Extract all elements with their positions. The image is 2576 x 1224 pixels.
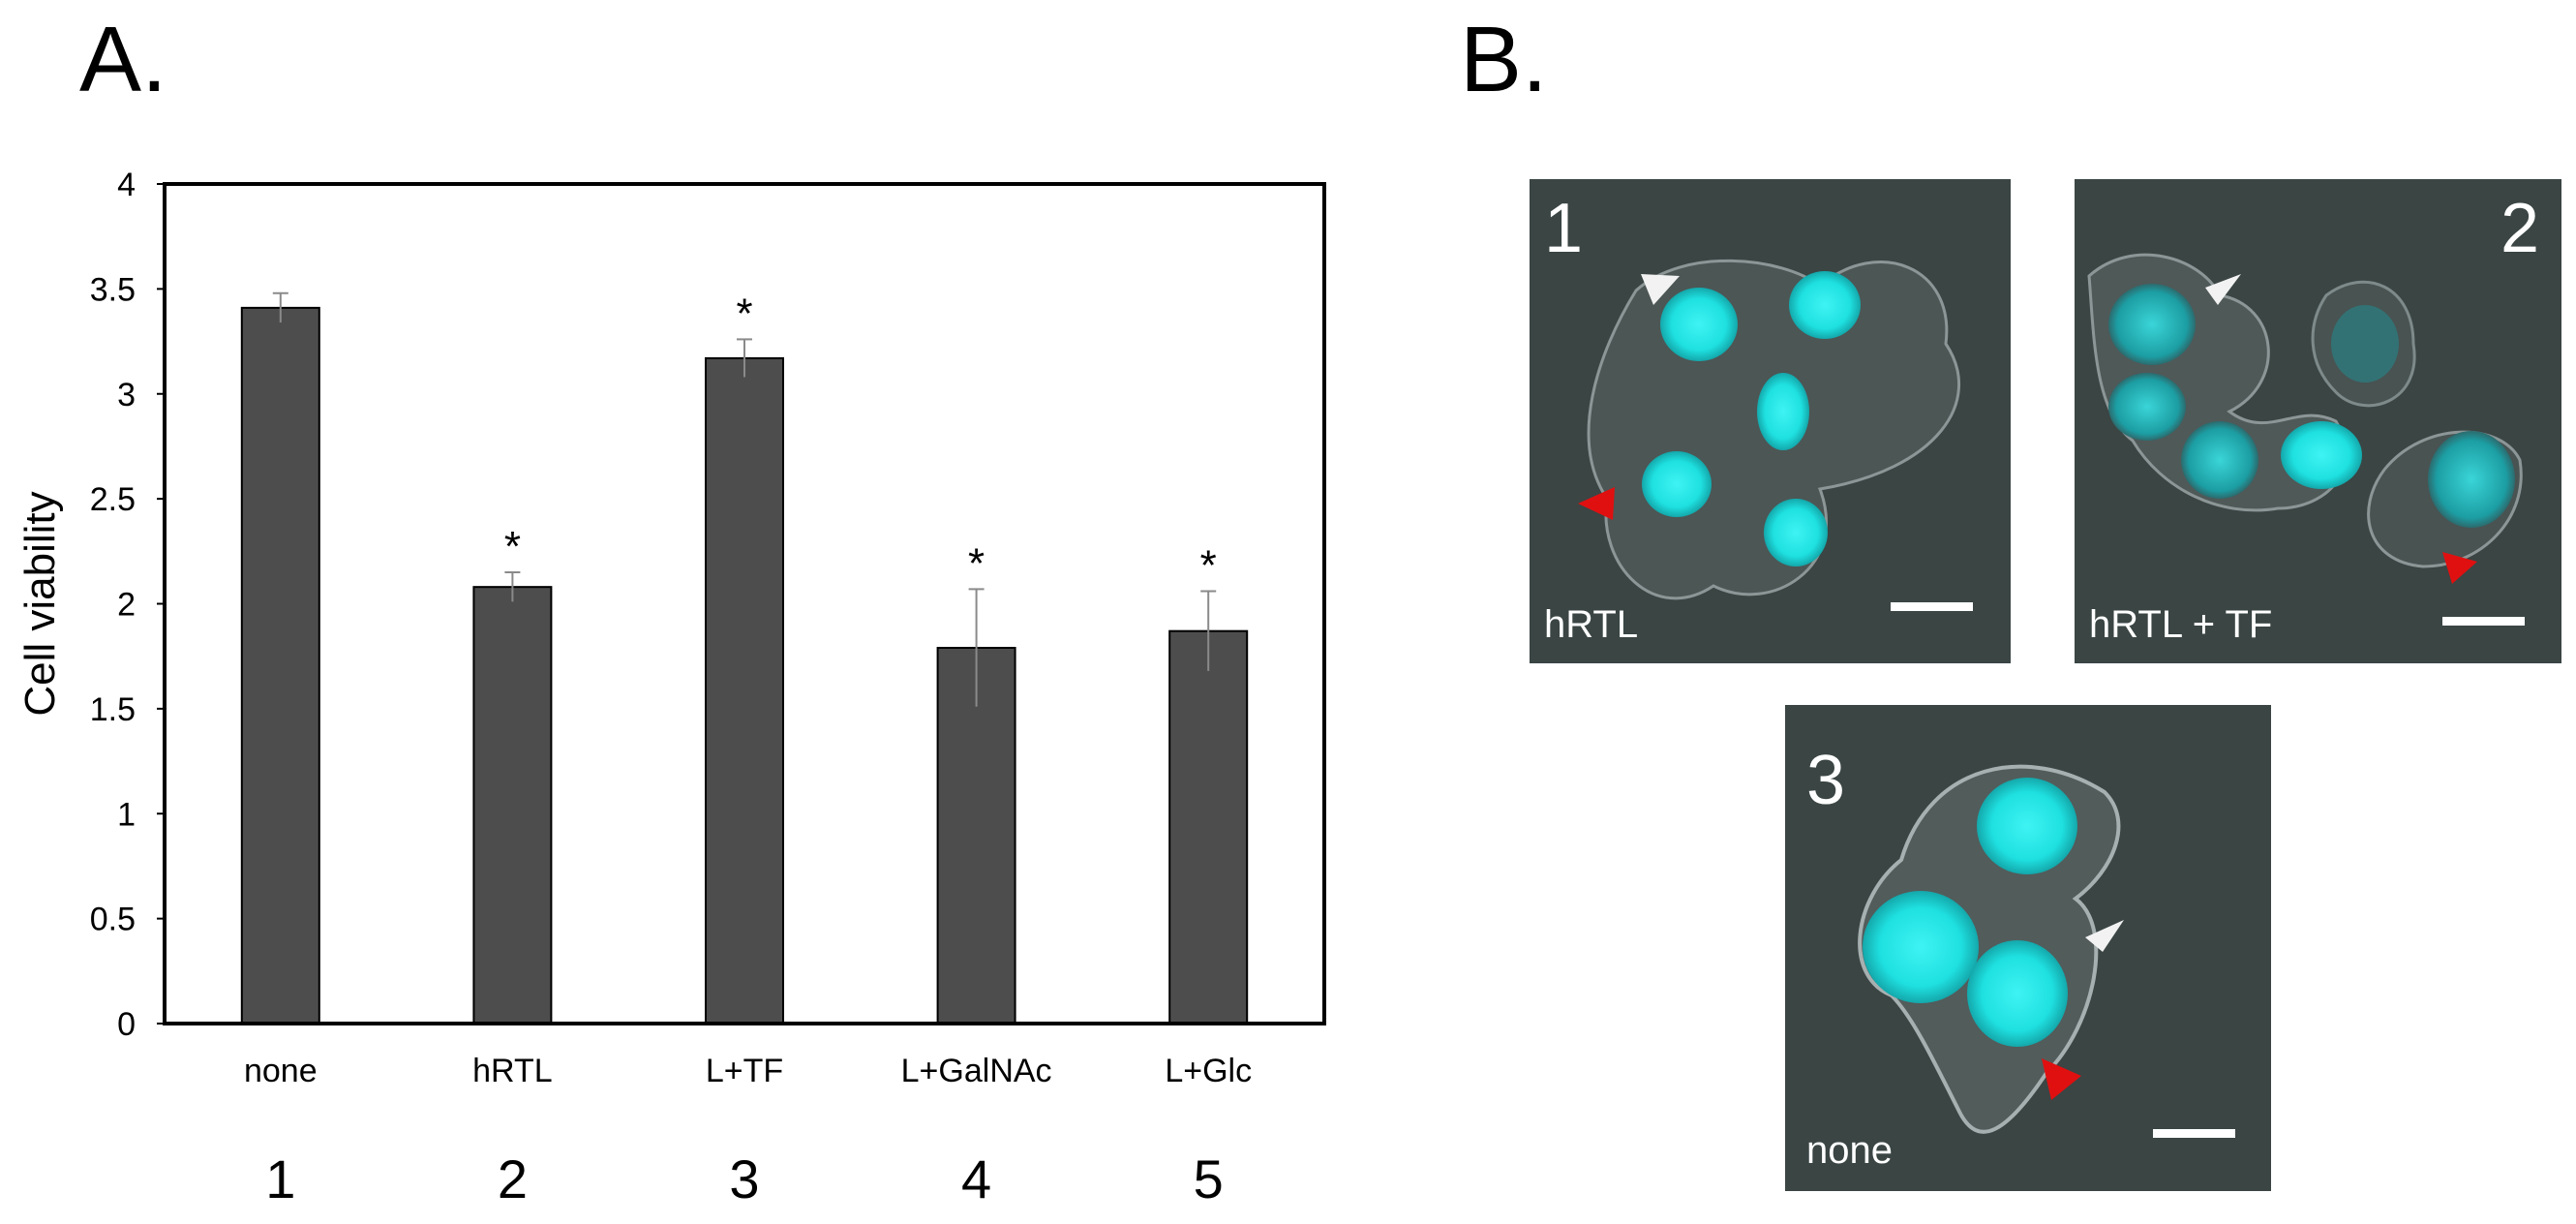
micrograph-1: 1 hRTL bbox=[1530, 179, 2011, 663]
y-tick-label: 1.5 bbox=[90, 691, 136, 728]
lane-number: 2 bbox=[498, 1148, 528, 1209]
white-arrowhead bbox=[2205, 274, 2241, 305]
lane-number: 4 bbox=[961, 1148, 991, 1209]
nucleus bbox=[2108, 284, 2196, 365]
nucleus bbox=[1977, 778, 2077, 874]
nucleus bbox=[2108, 373, 2186, 441]
nucleus bbox=[1967, 940, 2068, 1047]
bar-chart: 0 0.5 1 1.5 2 2.5 3 3.5 4 Cell viability none 1 * hRT… bbox=[16, 167, 1326, 1209]
micrograph-3: 3 none bbox=[1785, 705, 2271, 1191]
y-tick-label: 0 bbox=[117, 1006, 136, 1043]
red-arrowhead bbox=[1578, 487, 1615, 520]
nucleus bbox=[2428, 431, 2515, 528]
y-tick-label: 1 bbox=[117, 796, 136, 833]
x-tick-label: L+Glc bbox=[1165, 1053, 1252, 1089]
nucleus bbox=[1764, 499, 1828, 566]
plot-frame bbox=[163, 182, 1326, 1025]
nucleus bbox=[1757, 373, 1809, 450]
red-arrowhead bbox=[2042, 1058, 2081, 1100]
nucleus bbox=[1642, 451, 1712, 517]
micrograph-3-image bbox=[1858, 764, 2124, 1134]
white-arrowhead bbox=[1641, 274, 1680, 305]
micrograph-1-image bbox=[1578, 259, 1961, 600]
y-axis-label: Cell viability bbox=[16, 491, 64, 716]
y-tick-label: 2.5 bbox=[90, 481, 136, 518]
significance-marker: * bbox=[1200, 541, 1217, 589]
scale-bar bbox=[2153, 1129, 2235, 1138]
significance-marker: * bbox=[504, 523, 521, 570]
lane-number: 1 bbox=[265, 1148, 295, 1209]
x-tick-label: L+TF bbox=[706, 1053, 783, 1089]
bar-L+Glc bbox=[1168, 629, 1249, 1025]
nucleus bbox=[2181, 421, 2258, 499]
y-tick-label: 2 bbox=[117, 587, 136, 624]
micrograph-2-image bbox=[2087, 253, 2523, 584]
micrograph-number: 3 bbox=[1806, 742, 1846, 819]
bar-L+TF bbox=[705, 356, 784, 1025]
red-arrowhead bbox=[2442, 552, 2477, 584]
x-tick-label: hRTL bbox=[472, 1053, 553, 1089]
micrograph-number: 1 bbox=[1544, 190, 1584, 267]
scale-bar bbox=[1891, 602, 1973, 611]
y-tick-label: 0.5 bbox=[90, 902, 136, 938]
bar-none bbox=[240, 306, 320, 1025]
panel-b-label: B. bbox=[1460, 8, 1548, 111]
lane-number: 5 bbox=[1194, 1148, 1224, 1209]
significance-marker: * bbox=[736, 290, 752, 337]
significance-marker: * bbox=[968, 539, 985, 587]
nucleus bbox=[2331, 305, 2399, 382]
scale-bar bbox=[2442, 617, 2525, 626]
y-tick-label: 3 bbox=[117, 377, 136, 413]
nucleus bbox=[1863, 891, 1979, 1003]
y-tick-label: 4 bbox=[117, 167, 136, 203]
nucleus bbox=[2281, 421, 2362, 489]
micrograph-condition: hRTL + TF bbox=[2089, 603, 2273, 646]
micrograph-condition: hRTL bbox=[1544, 603, 1639, 646]
bar-hRTL bbox=[472, 586, 553, 1025]
lane-number: 3 bbox=[729, 1148, 759, 1209]
micrograph-2: 2 hRTL + TF bbox=[2075, 179, 2561, 663]
y-tick-label: 3.5 bbox=[90, 271, 136, 308]
nucleus bbox=[1789, 271, 1861, 339]
x-tick-label: none bbox=[244, 1053, 318, 1089]
panel-a-label: A. bbox=[79, 8, 167, 111]
micrograph-number: 2 bbox=[2500, 190, 2540, 267]
nucleus bbox=[1660, 288, 1738, 361]
micrograph-condition: none bbox=[1806, 1129, 1893, 1172]
x-tick-label: L+GalNAc bbox=[901, 1053, 1052, 1089]
white-arrowhead bbox=[2085, 920, 2124, 952]
